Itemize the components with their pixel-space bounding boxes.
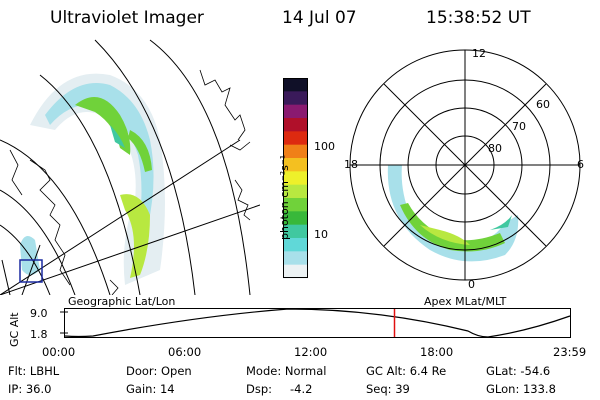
- colorbar-tick-10: 10: [314, 228, 328, 241]
- filter-info: Flt: LBHL: [8, 364, 60, 378]
- colorbar-cell: [283, 144, 308, 159]
- gain-info: Gain: 14: [126, 382, 175, 396]
- app-title: Ultraviolet Imager: [50, 8, 204, 28]
- colorbar: [283, 78, 308, 279]
- sun-marker: [19, 259, 43, 283]
- colorbar-cell: [283, 251, 308, 266]
- mlt-label-18: 18: [344, 158, 358, 171]
- colorbar-cell: [283, 211, 308, 226]
- seq-info: Seq: 39: [366, 382, 410, 396]
- orbit-altitude-plot: [60, 308, 571, 338]
- polar-grid: [349, 49, 581, 281]
- colorbar-cell: [283, 78, 308, 92]
- ip-info: IP: 36.0: [8, 382, 52, 396]
- orbit-xtick-0000: 00:00: [42, 345, 76, 359]
- orbit-ylabel: GC Alt: [8, 312, 21, 347]
- time-label: 15:38:52 UT: [426, 8, 531, 28]
- colorbar-cell: [283, 91, 308, 106]
- coastlines: [9, 69, 251, 295]
- aurora-oval-polar: [387, 165, 519, 262]
- geo-grid: [0, 39, 260, 295]
- colorbar-cell: [283, 131, 308, 146]
- door-info: Door: Open: [126, 364, 192, 378]
- colorbar-cell: [283, 184, 308, 199]
- orbit-altitude-curve: [64, 308, 571, 338]
- glon-info: GLon: 133.8: [486, 382, 556, 396]
- colorbar-cell: [283, 104, 308, 119]
- left-panel-caption: Geographic Lat/Lon: [68, 295, 176, 308]
- colorbar-cell: [283, 238, 308, 252]
- mlat-label-80: 80: [488, 142, 502, 155]
- orbit-xtick-2359: 23:59: [553, 345, 587, 359]
- orbit-xtick-1800: 18:00: [420, 345, 454, 359]
- orbit-ytick-bottom: 1.8: [30, 328, 48, 341]
- colorbar-cell: [283, 118, 308, 132]
- mlat-label-60: 60: [536, 98, 550, 111]
- gc-alt-info: GC Alt: 6.4 Re: [366, 364, 447, 378]
- colorbar-cell: [283, 171, 308, 186]
- colorbar-tick-100: 100: [314, 140, 335, 153]
- mlt-label-0: 0: [468, 278, 475, 291]
- mlt-label-6: 6: [577, 158, 584, 171]
- mlt-label-12: 12: [472, 47, 486, 60]
- colorbar-cell: [283, 158, 308, 172]
- mlat-label-70: 70: [512, 120, 526, 133]
- polar-plot-panel: [349, 49, 581, 281]
- colorbar-cell: [283, 198, 308, 212]
- colorbar-cell: [283, 264, 308, 279]
- aurora-oval-geographic: [20, 73, 165, 285]
- date-label: 14 Jul 07: [282, 8, 357, 28]
- dsp-label: Dsp:: [246, 382, 273, 396]
- colorbar-label: photon cm⁻²s⁻¹: [278, 154, 291, 240]
- orbit-ytick-top: 9.0: [30, 307, 48, 320]
- mode-info: Mode: Normal: [246, 364, 327, 378]
- orbit-xtick-1200: 12:00: [294, 345, 328, 359]
- orbit-xtick-0600: 06:00: [168, 345, 202, 359]
- geographic-map-panel: [0, 39, 260, 295]
- colorbar-cell: [283, 224, 308, 239]
- glat-info: GLat: -54.6: [486, 364, 551, 378]
- right-panel-caption: Apex MLat/MLT: [424, 295, 507, 308]
- dsp-value: -4.2: [290, 382, 313, 396]
